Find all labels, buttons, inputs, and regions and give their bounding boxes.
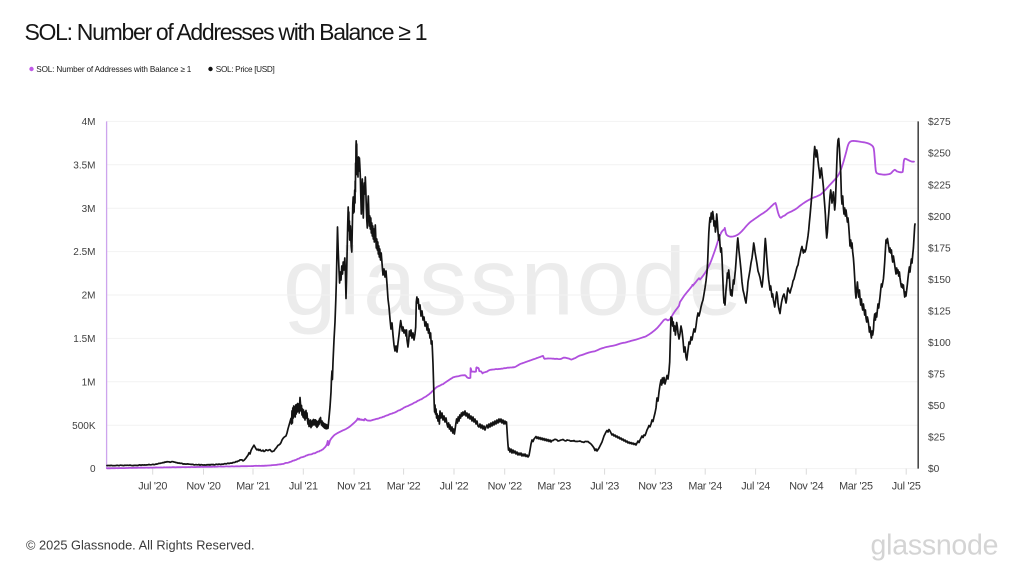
svg-text:Mar '25: Mar '25 — [839, 481, 873, 493]
svg-text:Jul '24: Jul '24 — [741, 481, 770, 493]
svg-text:SOL: Number of Addresses with: SOL: Number of Addresses with Balance ≥ … — [25, 19, 428, 45]
svg-text:$200: $200 — [928, 212, 951, 223]
svg-text:Jul '21: Jul '21 — [289, 481, 318, 493]
svg-text:$275: $275 — [928, 117, 951, 128]
svg-text:Nov '24: Nov '24 — [789, 481, 823, 493]
svg-text:SOL: Price [USD]: SOL: Price [USD] — [216, 65, 275, 74]
svg-text:Jul '22: Jul '22 — [440, 481, 469, 493]
svg-text:$25: $25 — [928, 433, 945, 444]
svg-text:3.5M: 3.5M — [73, 160, 95, 171]
svg-text:Mar '22: Mar '22 — [387, 481, 421, 493]
svg-text:glassnode: glassnode — [283, 229, 742, 336]
svg-text:3M: 3M — [82, 204, 96, 215]
svg-text:Nov '21: Nov '21 — [337, 481, 371, 493]
svg-text:2M: 2M — [82, 291, 96, 302]
svg-text:glassnode: glassnode — [871, 530, 999, 562]
svg-text:$175: $175 — [928, 243, 951, 254]
svg-text:$125: $125 — [928, 307, 951, 318]
svg-text:$0: $0 — [928, 464, 940, 475]
svg-text:$75: $75 — [928, 370, 945, 381]
svg-text:Jul '20: Jul '20 — [138, 481, 167, 493]
svg-text:500K: 500K — [72, 421, 96, 432]
svg-text:2.5M: 2.5M — [73, 247, 95, 258]
svg-text:Mar '23: Mar '23 — [537, 481, 571, 493]
svg-text:$250: $250 — [928, 149, 951, 160]
svg-text:$225: $225 — [928, 180, 951, 191]
svg-text:Nov '22: Nov '22 — [488, 481, 522, 493]
svg-text:4M: 4M — [82, 117, 96, 128]
svg-text:Jul '25: Jul '25 — [892, 481, 921, 493]
svg-text:Jul '23: Jul '23 — [590, 481, 619, 493]
svg-text:$150: $150 — [928, 275, 951, 286]
svg-text:1M: 1M — [82, 377, 96, 388]
svg-text:1.5M: 1.5M — [73, 334, 95, 345]
svg-text:$50: $50 — [928, 401, 945, 412]
svg-text:Nov '20: Nov '20 — [186, 481, 220, 493]
svg-text:Mar '24: Mar '24 — [688, 481, 722, 493]
svg-text:SOL: Number of Addresses with: SOL: Number of Addresses with Balance ≥ … — [36, 65, 191, 74]
svg-text:Nov '23: Nov '23 — [638, 481, 672, 493]
svg-text:Mar '21: Mar '21 — [236, 481, 270, 493]
svg-text:© 2025 Glassnode. All Rights R: © 2025 Glassnode. All Rights Reserved. — [26, 538, 255, 553]
svg-text:$100: $100 — [928, 338, 951, 349]
svg-text:0: 0 — [90, 464, 96, 475]
